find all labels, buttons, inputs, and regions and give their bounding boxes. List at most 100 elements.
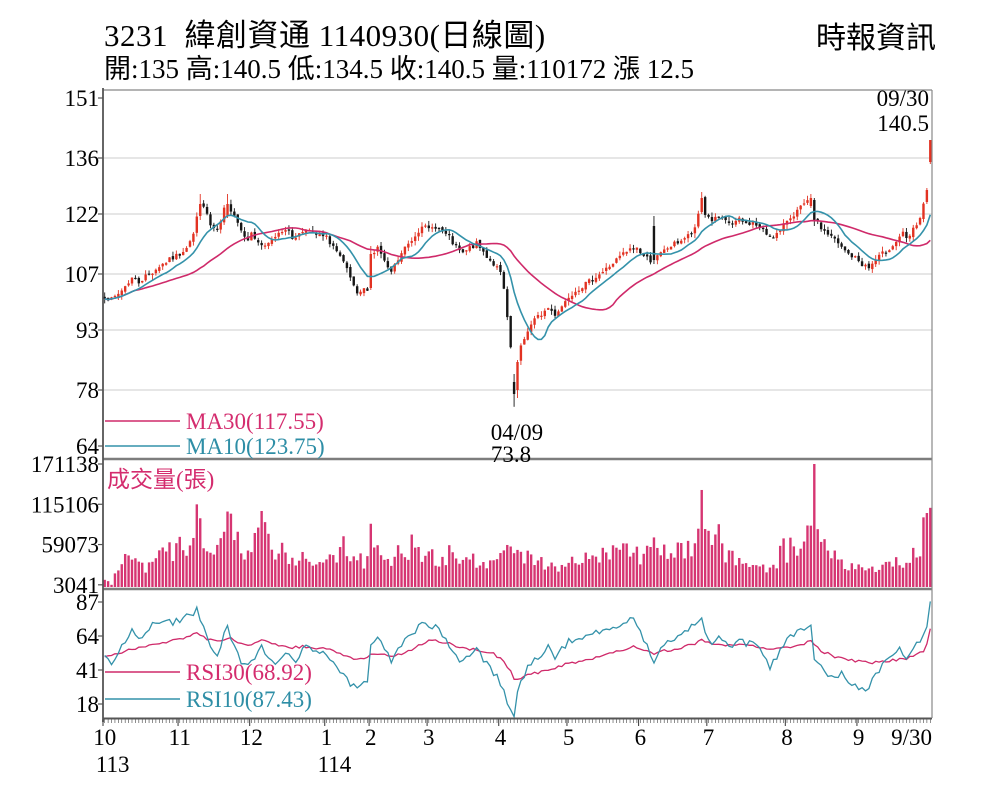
candle-body — [645, 254, 649, 257]
volume-bar — [465, 557, 468, 587]
candle-body — [703, 197, 707, 215]
candle-body — [499, 264, 502, 272]
volume-bar — [202, 548, 205, 587]
candle-body — [277, 232, 280, 237]
candle-body — [113, 295, 117, 298]
volume-bar — [761, 564, 765, 587]
volume-bar — [403, 557, 407, 587]
volume-axis-label: 3041 — [53, 573, 99, 598]
candle-body — [686, 234, 690, 239]
candle-body — [550, 308, 553, 311]
source-label: 時報資訊 — [816, 22, 936, 55]
candle-body — [922, 203, 925, 219]
volume-bar — [280, 542, 284, 587]
candle-body — [407, 243, 410, 248]
candle-body — [830, 233, 833, 236]
volume-bar — [137, 561, 141, 587]
year-label: 114 — [318, 752, 352, 777]
ma10-legend-label: MA10(123.75) — [186, 434, 325, 459]
volume-bar — [540, 557, 543, 587]
candle-body — [516, 362, 519, 390]
candle-body — [345, 262, 349, 269]
volume-bar — [373, 547, 376, 587]
volume-bar — [181, 550, 185, 587]
candle-body — [161, 263, 164, 267]
price-axis-label: 107 — [65, 262, 100, 287]
price-axis-label: 78 — [76, 378, 99, 403]
volume-bar — [489, 560, 492, 587]
candle-body — [202, 203, 205, 207]
end-date-label: 9/30 — [891, 725, 932, 750]
candle-body — [731, 223, 734, 225]
candle-body — [707, 214, 710, 217]
volume-bar — [369, 523, 373, 587]
volume-bar — [796, 555, 799, 587]
candle-body — [219, 221, 222, 230]
price-axis-label: 93 — [76, 318, 99, 343]
volume-bar — [608, 559, 611, 587]
volume-bar — [523, 563, 526, 587]
candle-body — [796, 209, 799, 217]
candle-body — [523, 339, 526, 345]
volume-bar — [236, 531, 239, 587]
volume-bar — [557, 571, 560, 587]
volume-bar — [301, 551, 304, 587]
volume-bar — [219, 538, 222, 587]
volume-bar — [106, 581, 110, 587]
volume-axis-label: 115106 — [31, 492, 99, 517]
candle-body — [424, 225, 427, 227]
volume-bar — [294, 565, 297, 587]
volume-bar — [533, 565, 536, 587]
candle-body — [519, 345, 523, 361]
volume-bar — [727, 550, 731, 587]
candle-body — [373, 252, 376, 255]
candle-body — [441, 227, 444, 232]
candle-body — [390, 266, 393, 272]
candle-body — [649, 255, 652, 263]
month-label: 3 — [423, 725, 435, 750]
candle-body — [826, 230, 830, 235]
volume-bar — [601, 547, 604, 587]
volume-bar — [710, 544, 714, 587]
volume-bar — [229, 513, 233, 587]
volume-bar — [912, 547, 915, 587]
volume-bar — [564, 566, 567, 587]
volume-bar — [512, 553, 516, 587]
candle-body — [860, 261, 864, 267]
candle-body — [403, 246, 407, 255]
candlestick-layer — [103, 140, 932, 407]
volume-bar — [431, 549, 434, 587]
candle-body — [819, 222, 823, 230]
month-label: 9 — [853, 725, 865, 750]
candle-body — [468, 246, 471, 251]
volume-bar — [410, 534, 413, 587]
volume-bar — [806, 525, 809, 587]
volume-panel-label: 成交量(張) — [107, 467, 214, 492]
volume-bar — [915, 557, 918, 587]
volume-bar — [714, 534, 717, 587]
candle-body — [123, 286, 127, 292]
volume-bar — [502, 550, 506, 587]
volume-bar — [345, 556, 349, 587]
volume-bar — [529, 554, 533, 587]
volume-bar — [161, 547, 164, 587]
volume-bar — [318, 562, 321, 587]
volume-bar — [226, 511, 229, 587]
volume-bar — [123, 553, 127, 587]
volume-bar — [570, 556, 574, 587]
volume-bar — [802, 541, 806, 587]
volume-bar — [789, 537, 792, 587]
volume-bar — [854, 569, 857, 587]
volume-bar — [765, 572, 768, 587]
volume-bar — [130, 559, 134, 587]
volume-bar — [741, 563, 744, 587]
candle-body — [929, 140, 932, 162]
volume-bar — [628, 556, 632, 587]
volume-bar — [925, 513, 929, 587]
candle-body — [915, 225, 918, 229]
gridlines-layer — [103, 157, 932, 391]
candle-body — [574, 291, 577, 296]
rsi-axis-label: 18 — [76, 692, 99, 717]
candle-body — [291, 230, 294, 239]
volume-bar — [826, 550, 830, 587]
